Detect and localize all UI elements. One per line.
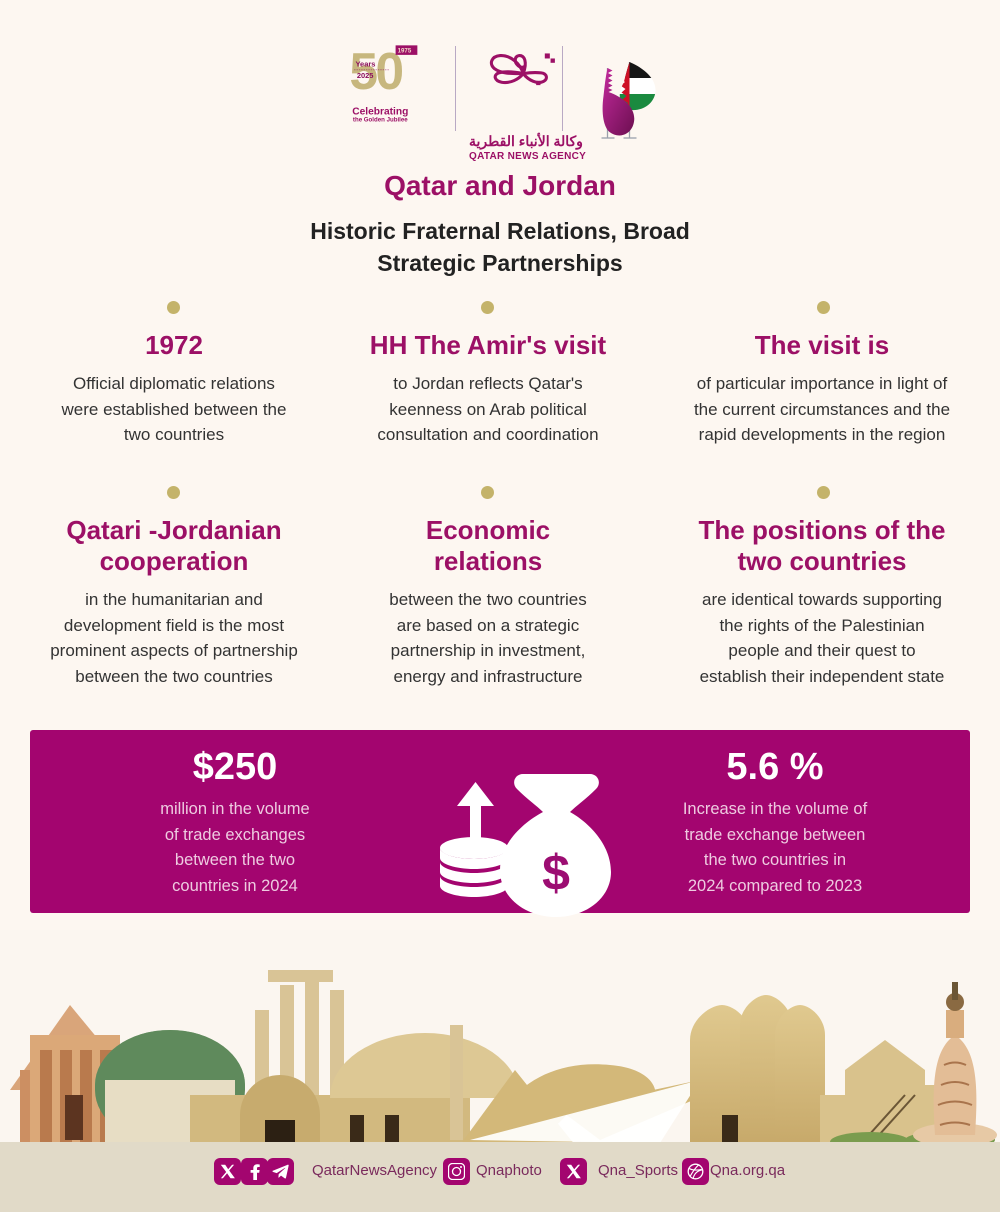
svg-text:$: $ xyxy=(542,845,570,901)
svg-text:1975: 1975 xyxy=(398,48,412,55)
svg-text:Years: Years xyxy=(355,59,375,68)
svg-text:2025: 2025 xyxy=(357,71,374,80)
